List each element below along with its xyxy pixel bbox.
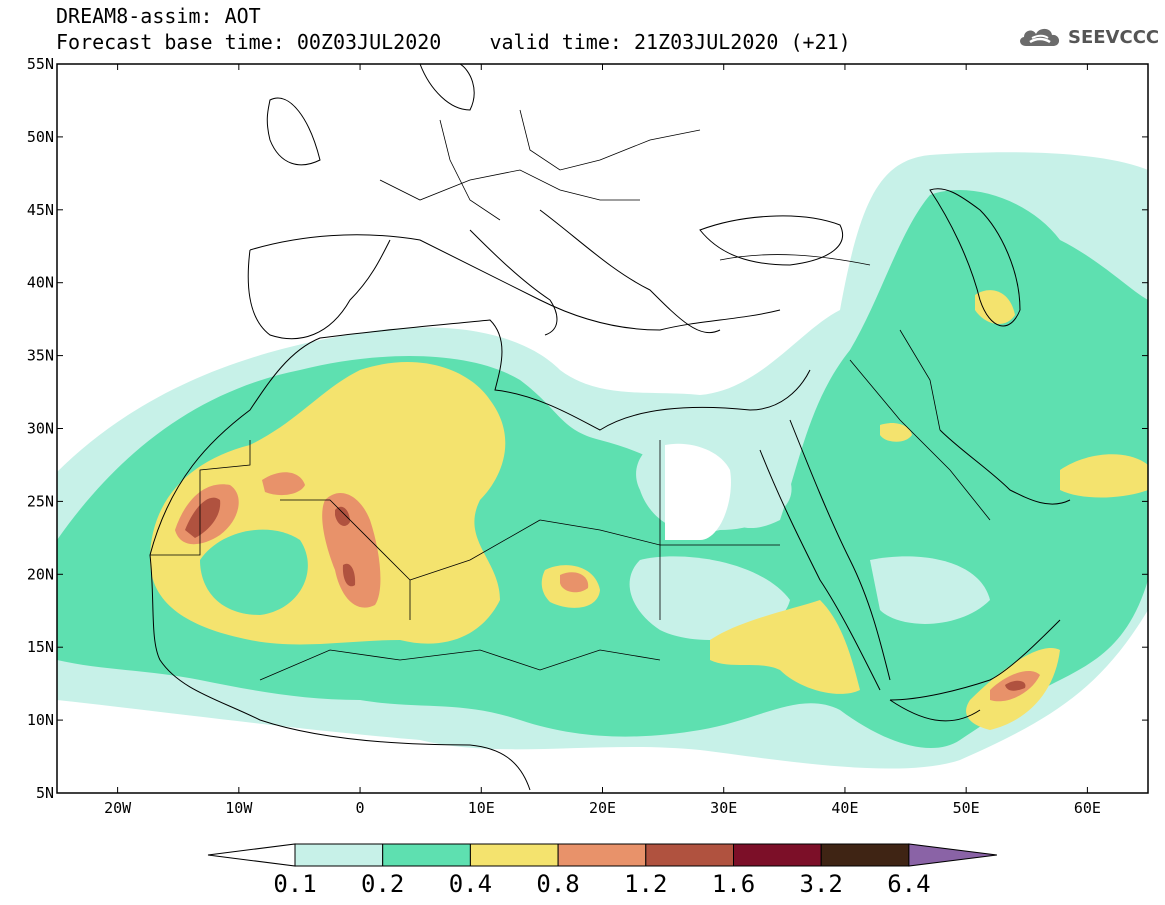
coast-africa-north — [149, 319, 811, 556]
lat-label: 25N — [27, 492, 54, 510]
colorbar-cell — [382, 843, 471, 867]
coastlines — [149, 64, 1071, 791]
border-algeria-mali — [280, 499, 411, 620]
coast-caspian — [929, 188, 1021, 327]
coast-britain — [266, 97, 321, 166]
coast-persian-gulf — [939, 429, 1071, 505]
aot-field — [57, 152, 1148, 769]
colorbar-label: 6.4 — [887, 870, 930, 898]
border-saudi — [849, 359, 991, 521]
border-europe-2 — [439, 119, 501, 221]
colorbar-cell — [294, 843, 384, 867]
border-mauritania — [150, 440, 251, 556]
aot-layer-1.2-mali — [335, 506, 350, 526]
lon-label: 50E — [953, 799, 980, 817]
aot-hole-west — [200, 529, 308, 615]
aot-clear-hole-arabia — [870, 556, 990, 624]
aot-layer-0.4-oman — [1060, 454, 1148, 498]
border-iran-iraq — [899, 329, 941, 431]
border-europe-1 — [379, 169, 640, 201]
lon-label: 20E — [589, 799, 616, 817]
lon-label: 0 — [356, 799, 365, 817]
colorbar-cell — [820, 843, 910, 867]
lat-label: 30N — [27, 420, 54, 438]
aot-layer-1.2-arabian-sea — [1005, 680, 1026, 691]
lat-label: 45N — [27, 201, 54, 219]
coast-balkans — [539, 209, 721, 334]
coast-africa-west — [149, 554, 531, 791]
lon-label: 10E — [468, 799, 495, 817]
aot-layer-0.8-mali — [322, 492, 381, 608]
coast-red-sea-east — [789, 419, 891, 681]
latitude-ticks: 55N 50N 45N 40N 35N 30N 25N 20N 15N 10N 5N — [27, 55, 1148, 802]
coast-red-sea-west — [759, 449, 881, 691]
coast-iberia — [247, 239, 391, 340]
colorbar-label: 1.2 — [624, 870, 667, 898]
lat-label: 50N — [27, 128, 54, 146]
colorbar-cell — [557, 843, 647, 867]
border-turkey — [719, 254, 871, 266]
coast-horn — [889, 699, 981, 722]
aot-layer-0.8-chad — [560, 572, 589, 593]
lon-label: 40E — [831, 799, 858, 817]
border-chad-sudan — [539, 519, 661, 620]
colorbar-label: 3.2 — [800, 870, 843, 898]
logo-text: SEEVCCC — [1068, 26, 1160, 48]
aot-layer-0.4-sudan — [710, 600, 860, 694]
aot-layer-1.2-mauritania — [185, 497, 221, 538]
coast-europe-south — [249, 234, 781, 331]
colorbar-cell — [645, 843, 734, 867]
border-niger — [409, 519, 541, 581]
lat-label: 40N — [27, 274, 54, 292]
chart-title: DREAM8-assim: AOT — [56, 4, 261, 28]
coast-arabia-south — [889, 619, 1061, 701]
lon-label: 10W — [225, 799, 253, 817]
lon-label: 30E — [710, 799, 737, 817]
colorbar-label: 0.8 — [536, 870, 579, 898]
lat-label: 35N — [27, 347, 54, 365]
colorbar-cell — [733, 843, 822, 867]
aot-clear-hole-sudan — [629, 556, 790, 640]
forecast-time-subtitle: Forecast base time: 00Z03JUL2020 valid t… — [56, 30, 851, 54]
colorbar: 0.1 0.2 0.4 0.8 1.2 1.6 3.2 6.4 — [207, 843, 997, 898]
border-europe-3 — [519, 109, 701, 171]
coast-italy — [469, 229, 558, 336]
lon-label: 60E — [1074, 799, 1101, 817]
aot-layer-0.4-iraq — [880, 423, 912, 442]
lat-label: 10N — [27, 711, 54, 729]
lat-label: 5N — [36, 784, 54, 802]
lon-label: 20W — [104, 799, 132, 817]
lat-label: 20N — [27, 565, 54, 583]
aot-white-hole-libya — [665, 443, 731, 540]
seevccc-logo: SEEVCCC — [1016, 24, 1159, 50]
colorbar-label: 0.2 — [361, 870, 404, 898]
aot-layer-1.2-mali-south — [342, 563, 356, 587]
colorbar-label: 0.1 — [273, 870, 316, 898]
aot-layer-0.8-algeria — [262, 472, 305, 496]
longitude-ticks: 20W 10W 0 10E 20E 30E 40E 50E 60E — [104, 64, 1101, 817]
lat-label: 15N — [27, 638, 54, 656]
aot-layer-0.4-caspian — [975, 290, 1015, 325]
coast-black-sea — [699, 215, 843, 266]
colorbar-label: 0.4 — [449, 870, 492, 898]
border-africa-central — [259, 649, 661, 681]
colorbar-under-triangle — [207, 843, 296, 867]
coast-scandinavia — [419, 64, 475, 111]
cloud-icon — [1020, 28, 1060, 46]
colorbar-over-triangle — [908, 843, 997, 867]
colorbar-cell — [469, 843, 559, 867]
country-borders — [150, 109, 991, 681]
colorbar-label: 1.6 — [712, 870, 755, 898]
lat-label: 55N — [27, 55, 54, 73]
